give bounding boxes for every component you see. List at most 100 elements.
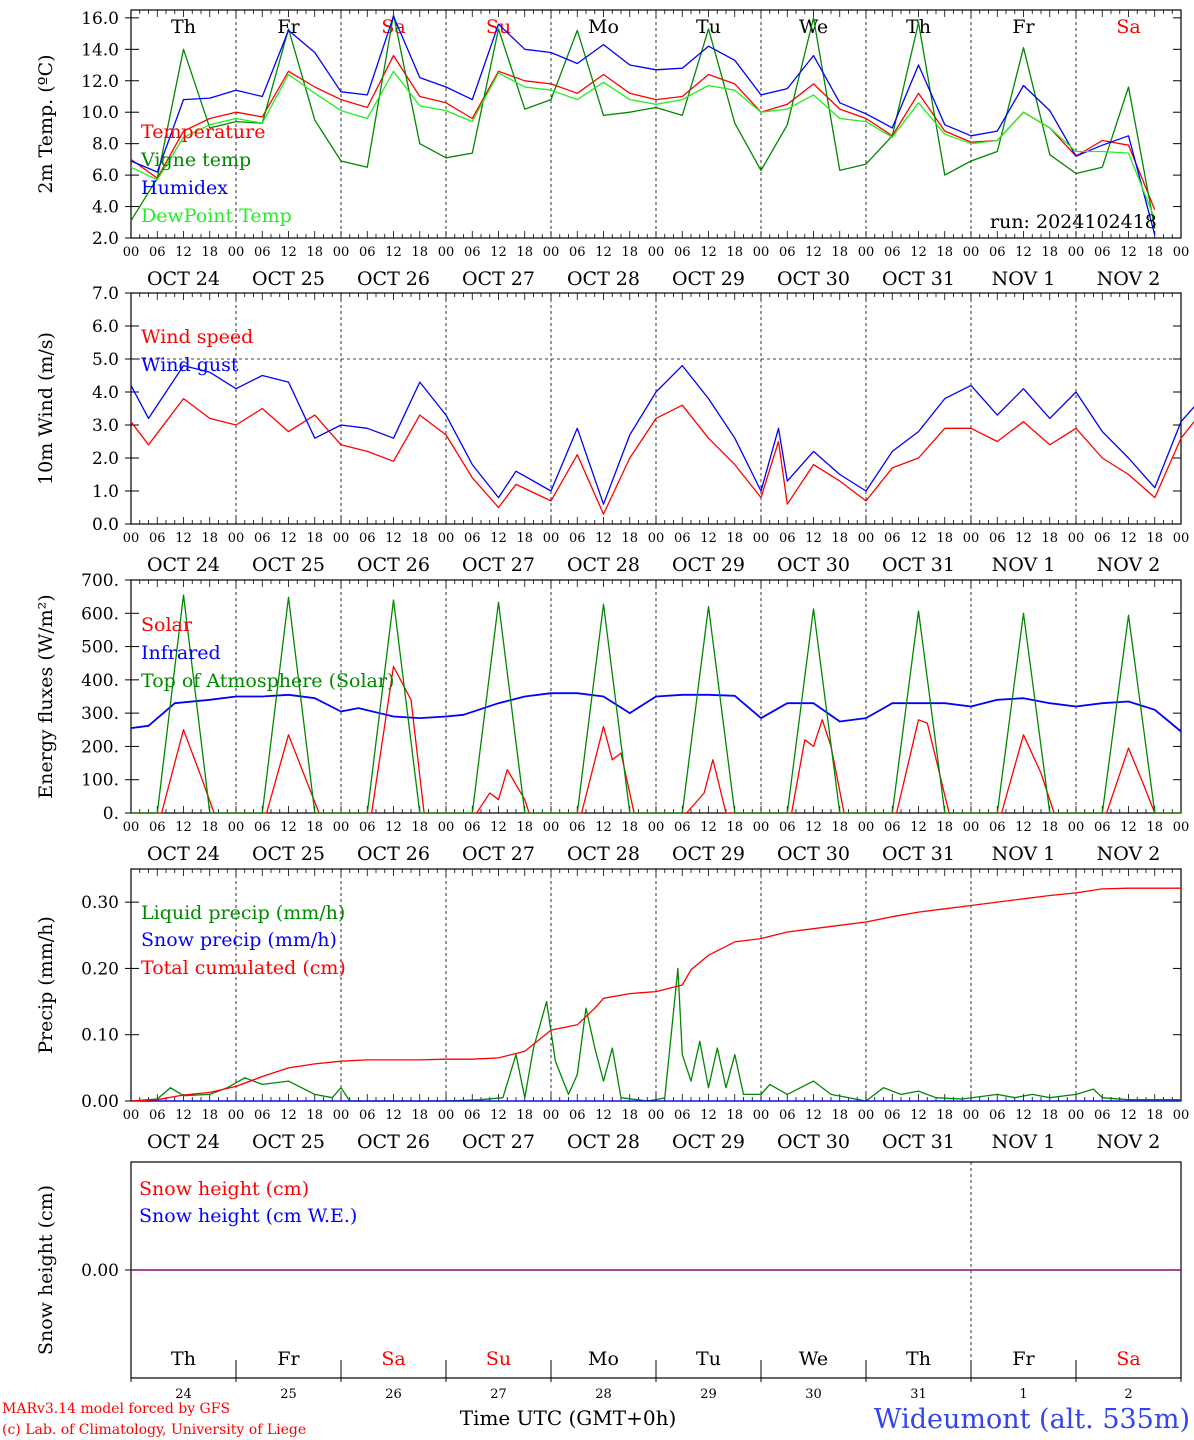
hour-tick-label: 00 — [648, 245, 665, 260]
hour-tick-label: 00 — [963, 820, 980, 835]
weekday-label: Tu — [696, 1348, 721, 1370]
credit-model: MARv3.14 model forced by GFS — [2, 1401, 230, 1417]
hour-tick-label: 12 — [385, 820, 402, 835]
hour-tick-label: 12 — [490, 531, 507, 546]
weekday-label: Fr — [277, 1348, 300, 1370]
hour-tick-label: 06 — [674, 1108, 691, 1123]
day-number-label: 2 — [1124, 1387, 1132, 1402]
date-label: OCT 26 — [357, 843, 430, 865]
hour-tick-label: 18 — [516, 820, 533, 835]
day-number-label: 1 — [1019, 1387, 1027, 1402]
date-label: OCT 26 — [357, 268, 430, 290]
y-tick-label: 14.0 — [81, 40, 119, 60]
hour-tick-label: 00 — [963, 531, 980, 546]
series-line-liquid-precip-mm-h — [130, 967, 1181, 1102]
y-tick-label: 600. — [81, 604, 119, 624]
y-tick-label: 2.0 — [92, 229, 119, 249]
hour-tick-label: 12 — [385, 531, 402, 546]
weekday-label: Th — [171, 1348, 196, 1370]
y-tick-label: 0.30 — [81, 893, 119, 913]
hour-tick-label: 00 — [123, 820, 140, 835]
hour-tick-label: 00 — [1173, 820, 1190, 835]
hour-tick-label: 12 — [175, 1108, 192, 1123]
hour-tick-label: 18 — [1041, 245, 1058, 260]
y-tick-label: 2.0 — [92, 449, 119, 469]
hour-tick-label: 06 — [359, 531, 376, 546]
date-label: NOV 2 — [1097, 554, 1161, 576]
date-label: OCT 31 — [882, 843, 955, 865]
legend-entry: Vigne temp — [140, 149, 251, 171]
y-tick-label: 3.0 — [92, 416, 119, 436]
y-tick-label: 0.0 — [92, 515, 119, 535]
hour-tick-label: 12 — [700, 245, 717, 260]
hour-tick-label: 18 — [726, 1108, 743, 1123]
y-tick-label: 400. — [81, 671, 119, 691]
hour-tick-label: 00 — [963, 1108, 980, 1123]
date-label: OCT 28 — [567, 1131, 640, 1153]
hour-tick-label: 00 — [753, 531, 770, 546]
y-tick-label: 4.0 — [92, 198, 119, 218]
hour-tick-label: 18 — [411, 1108, 428, 1123]
hour-tick-label: 12 — [1015, 1108, 1032, 1123]
hour-tick-label: 00 — [228, 1108, 245, 1123]
y-tick-label: 0.20 — [81, 959, 119, 979]
hour-tick-label: 00 — [1068, 245, 1085, 260]
hour-tick-label: 00 — [543, 245, 560, 260]
hour-tick-label: 18 — [831, 245, 848, 260]
day-number-label: 29 — [700, 1387, 717, 1402]
series-line-top-of-atmosphere-solar — [131, 594, 1181, 814]
hour-tick-label: 00 — [438, 245, 455, 260]
hour-tick-label: 12 — [490, 820, 507, 835]
hour-tick-label: 12 — [175, 245, 192, 260]
hour-tick-label: 12 — [385, 245, 402, 260]
date-label: NOV 1 — [992, 843, 1056, 865]
hour-tick-label: 00 — [963, 245, 980, 260]
hour-tick-label: 00 — [858, 245, 875, 260]
legend-entry: Top of Atmosphere (Solar) — [141, 670, 394, 692]
hour-tick-label: 18 — [306, 245, 323, 260]
weekday-label: Sa — [381, 16, 405, 38]
y-axis-label: 2m Temp. (ºC) — [35, 54, 57, 193]
date-label: OCT 30 — [777, 554, 850, 576]
hour-tick-label: 00 — [123, 245, 140, 260]
hour-tick-label: 12 — [175, 820, 192, 835]
hour-tick-label: 18 — [1146, 245, 1163, 260]
hour-tick-label: 18 — [621, 820, 638, 835]
hour-tick-label: 12 — [805, 1108, 822, 1123]
hour-tick-label: 00 — [123, 531, 140, 546]
date-label: OCT 28 — [567, 268, 640, 290]
series-line-wind-gust — [130, 364, 1194, 505]
y-axis-label: Snow height (cm) — [35, 1185, 57, 1355]
date-label: OCT 27 — [462, 554, 535, 576]
hour-tick-label: 12 — [490, 245, 507, 260]
hour-tick-label: 18 — [1146, 1108, 1163, 1123]
hour-tick-label: 06 — [149, 1108, 166, 1123]
hour-tick-label: 18 — [1041, 820, 1058, 835]
hour-tick-label: 12 — [1120, 245, 1137, 260]
hour-tick-label: 00 — [543, 531, 560, 546]
hour-tick-label: 12 — [1015, 531, 1032, 546]
time-axis-title: Time UTC (GMT+0h) — [460, 1406, 677, 1430]
date-label: NOV 2 — [1097, 843, 1161, 865]
hour-tick-label: 00 — [333, 531, 350, 546]
series-line-total-cumulated-cm — [130, 887, 1181, 1102]
date-label: OCT 30 — [777, 268, 850, 290]
legend-entry: Infrared — [141, 642, 221, 664]
hour-tick-label: 00 — [858, 820, 875, 835]
hour-tick-label: 18 — [201, 245, 218, 260]
hour-tick-label: 06 — [779, 1108, 796, 1123]
hour-tick-label: 00 — [753, 245, 770, 260]
weekday-label: Tu — [696, 16, 721, 38]
hour-tick-label: 06 — [254, 820, 271, 835]
hour-tick-label: 12 — [490, 1108, 507, 1123]
credit-lab: (c) Lab. of Climatology, University of L… — [2, 1422, 306, 1438]
hour-tick-label: 00 — [333, 1108, 350, 1123]
hour-tick-label: 00 — [438, 820, 455, 835]
date-label: OCT 24 — [147, 843, 220, 865]
hour-tick-label: 00 — [438, 1108, 455, 1123]
hour-tick-label: 06 — [1094, 1108, 1111, 1123]
weekday-label: Sa — [1116, 1348, 1140, 1370]
weekday-label: Th — [171, 16, 196, 38]
series-line-humidex — [130, 15, 1156, 236]
y-tick-label: 6.0 — [92, 317, 119, 337]
